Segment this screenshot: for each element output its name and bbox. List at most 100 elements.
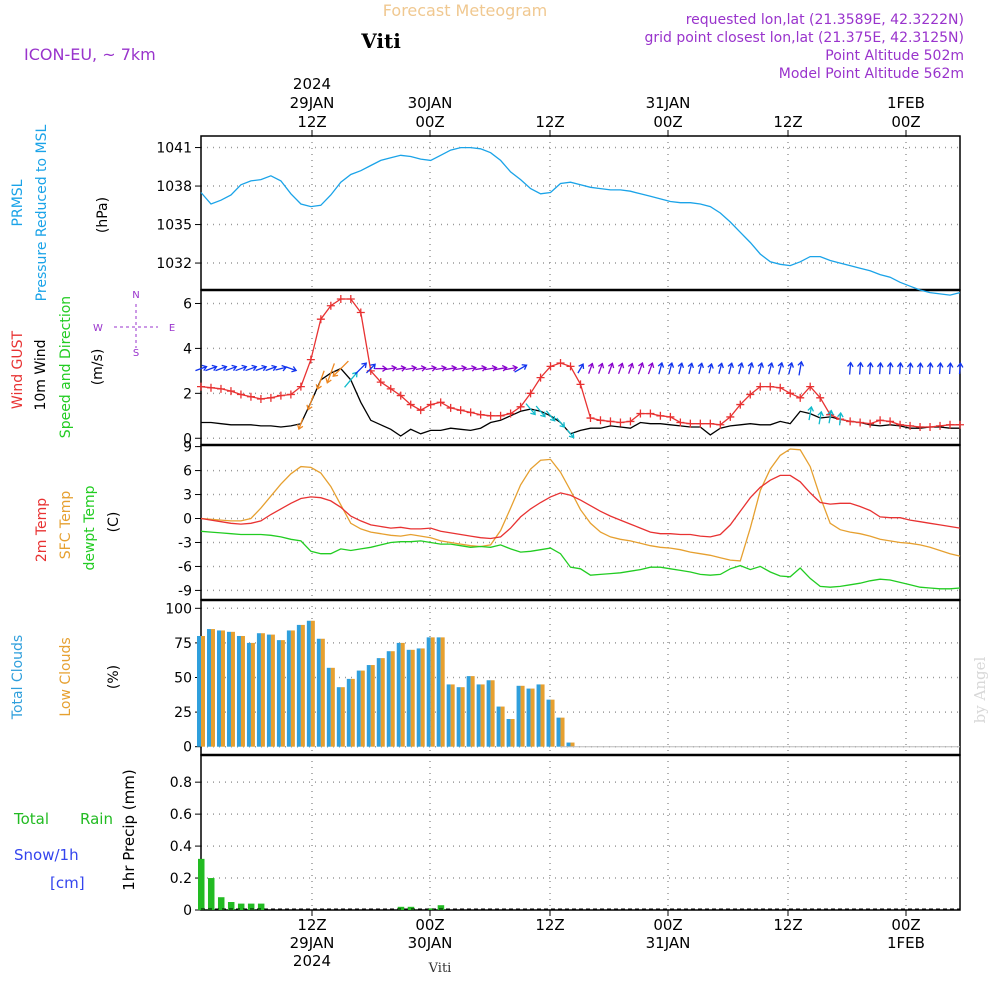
wind-arrow <box>265 364 278 372</box>
gust-marker <box>926 423 935 432</box>
gust-marker <box>876 416 885 425</box>
gust-marker <box>246 392 255 401</box>
gust-marker <box>696 419 705 428</box>
legend-rain: Rain <box>80 810 113 828</box>
low-cloud-bar <box>300 624 305 747</box>
low-cloud-bar <box>220 630 225 747</box>
gust-marker <box>446 403 455 412</box>
wind-arrow <box>475 365 488 372</box>
total-cloud-bar <box>456 687 461 747</box>
gust-marker <box>536 373 545 382</box>
time-label-bottom: 31JAN <box>646 934 691 952</box>
low-cloud-bar <box>410 649 415 747</box>
wind-arrow <box>354 362 368 375</box>
wind-arrow <box>946 362 954 375</box>
wind-arrow <box>787 361 795 375</box>
low-cloud-bar <box>400 642 405 747</box>
wind-arrow <box>697 362 705 375</box>
low-cloud-bar <box>310 620 315 747</box>
time-label-top: 2024 <box>293 75 331 93</box>
low-cloud-bar <box>280 640 285 747</box>
total-cloud-bar <box>236 635 241 747</box>
wind-arrow <box>525 403 536 416</box>
wind-arrow <box>255 364 268 372</box>
rain-bar <box>247 903 255 910</box>
low-cloud-bar <box>520 685 525 747</box>
low-cloud-bar <box>450 684 455 747</box>
gust-marker <box>676 418 685 427</box>
time-label-top: 31JAN <box>646 94 691 112</box>
wind-arrow <box>797 360 805 376</box>
total-cloud-bar <box>446 684 451 747</box>
compass-w: W <box>93 323 103 334</box>
time-label-top: 29JAN <box>290 94 335 112</box>
total-cloud-bar <box>556 717 561 747</box>
low-cloud-bar <box>490 680 495 747</box>
gust-marker <box>786 389 795 398</box>
y-tick-label: 75 <box>174 636 192 652</box>
gust-marker <box>466 408 475 417</box>
gust-marker <box>846 417 855 426</box>
low-cloud-bar <box>510 719 515 747</box>
total-cloud-bar <box>396 642 401 747</box>
gust-marker <box>436 398 445 407</box>
gust-marker <box>376 378 385 387</box>
low-cloud-bar <box>380 658 385 747</box>
pressure-line <box>200 146 961 296</box>
gust-marker <box>886 417 895 426</box>
time-label-top: 00Z <box>891 113 920 131</box>
wind-arrow <box>435 365 447 372</box>
time-label-bottom: 12Z <box>773 916 802 934</box>
y-tick-label: 1032 <box>156 256 192 272</box>
y-tick-label: 9 <box>183 440 192 456</box>
total-cloud-bar <box>546 699 551 747</box>
wind-arrow <box>607 362 615 375</box>
rain-bar <box>407 906 415 910</box>
low-cloud-bar <box>540 684 545 747</box>
wind-arrow <box>306 394 315 411</box>
time-label-top: 30JAN <box>408 94 453 112</box>
wind-arrow <box>405 365 418 372</box>
wind-arrow <box>807 405 815 421</box>
panel-frame <box>200 135 961 291</box>
gust-marker <box>526 389 535 398</box>
legend-total: Total <box>13 810 49 828</box>
time-label-top: 12Z <box>773 113 802 131</box>
pressure-axis-title: PRMSL <box>10 179 26 226</box>
y-tick-label: 2 <box>183 386 192 402</box>
time-label-bottom: 30JAN <box>408 934 453 952</box>
wind-arrow <box>597 362 605 374</box>
wind-arrow <box>514 364 528 373</box>
wind-arrow <box>737 362 745 375</box>
gust-marker <box>206 383 215 392</box>
total-cloud-bar <box>476 684 481 747</box>
wind-arrow <box>817 410 824 425</box>
total-cloud-bar <box>466 676 471 747</box>
gust-marker <box>236 390 245 399</box>
model-label: ICON-EU, ~ 7km <box>24 45 156 64</box>
gust-marker <box>476 410 485 419</box>
wind-arrow <box>366 363 376 374</box>
compass-s: S <box>133 348 139 359</box>
wind-arrow <box>717 362 724 375</box>
gust-marker <box>506 409 515 418</box>
y-tick-label: 0 <box>183 740 192 756</box>
y-tick-label: 25 <box>174 705 192 721</box>
temp-unit: (C) <box>106 512 122 533</box>
watermark: by Angel <box>971 656 989 723</box>
wind-arrow <box>657 361 665 375</box>
gust-marker <box>486 411 495 420</box>
footer-location: Viti <box>428 961 452 976</box>
gust-marker <box>326 301 335 310</box>
gust-marker <box>916 423 925 432</box>
gust-marker <box>616 418 625 427</box>
wind-arrow <box>926 362 934 375</box>
wind-arrow <box>535 405 546 418</box>
wind-arrow <box>332 360 349 377</box>
wind-arrow <box>677 362 685 375</box>
time-label-bottom: 12Z <box>297 916 326 934</box>
gust-marker <box>586 414 595 423</box>
time-label-top: 12Z <box>297 113 326 131</box>
rain-bar <box>198 858 205 910</box>
legend-snow: Snow/1h <box>14 846 79 864</box>
